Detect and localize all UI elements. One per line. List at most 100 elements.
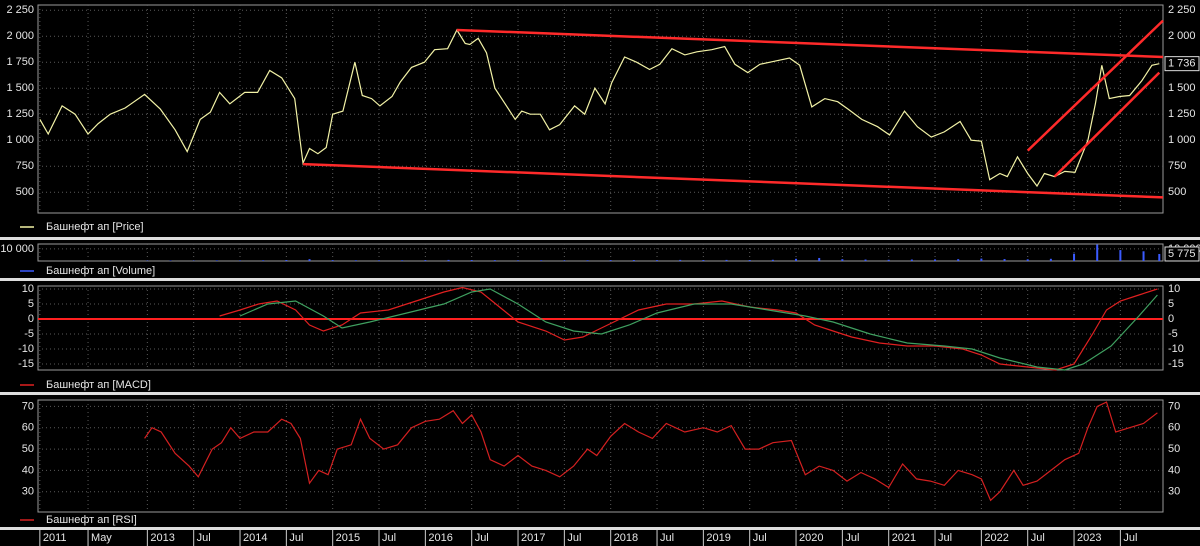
volume-bar — [748, 260, 751, 261]
volume-bar — [887, 259, 890, 261]
volume-bar — [910, 259, 913, 261]
y-tick-label: 60 — [22, 422, 34, 434]
y-tick-label: 10 — [22, 283, 34, 295]
series-line — [239, 288, 1158, 371]
y-tick-label-right: 30 — [1168, 486, 1180, 498]
x-tick-label: Jul — [567, 532, 581, 544]
last-value-box — [1164, 56, 1200, 72]
last-value-box — [1164, 246, 1200, 262]
trend-line — [302, 162, 1164, 199]
x-tick-label: 2011 — [43, 532, 67, 544]
y-tick-label: -15 — [18, 358, 34, 370]
y-tick-label: -5 — [24, 328, 34, 340]
legend-label: Башнефт ап [RSI] — [46, 514, 137, 526]
x-tick-label: 2018 — [614, 532, 638, 544]
y-tick-label: 10 000 — [0, 243, 34, 255]
y-tick-label-right: 5 — [1168, 298, 1174, 310]
volume-bar — [517, 260, 520, 261]
y-tick-label: 50 — [22, 443, 34, 455]
x-tick-label: Jul — [753, 532, 767, 544]
plot-area — [37, 399, 1164, 513]
trend-line — [1026, 19, 1164, 152]
y-tick-label-right: 2 000 — [1168, 30, 1196, 42]
volume-bar — [447, 259, 450, 261]
y-tick-label-right: 1 250 — [1168, 108, 1196, 120]
y-tick-label-right: 40 — [1168, 464, 1180, 476]
volume-bar — [493, 260, 496, 261]
volume-bar — [725, 259, 728, 261]
y-tick-label: 40 — [22, 464, 34, 476]
y-tick-label-right: 500 — [1168, 186, 1186, 198]
volume-bar — [771, 259, 774, 261]
volume-bar — [656, 260, 659, 261]
volume-bar — [424, 260, 427, 261]
x-tick-label: 2021 — [892, 532, 916, 544]
volume-bar — [795, 258, 798, 261]
volume-bar — [1073, 253, 1076, 261]
series-line — [39, 28, 1160, 188]
y-tick-label: 1 750 — [6, 56, 34, 68]
volume-bar — [632, 260, 635, 261]
trend-line — [1053, 71, 1161, 178]
y-tick-label-right: -15 — [1168, 358, 1184, 370]
volume-bar — [285, 260, 288, 261]
x-tick-label: 2017 — [521, 532, 545, 544]
x-tick-label: 2023 — [1077, 532, 1101, 544]
x-tick-label: 2020 — [799, 532, 823, 544]
volume-bar — [702, 260, 705, 261]
volume-bar — [470, 260, 473, 261]
series-line — [219, 286, 1158, 371]
volume-bar — [540, 260, 543, 261]
volume-bar — [609, 260, 612, 261]
x-tick-label: May — [91, 532, 112, 544]
y-tick-label: 30 — [22, 486, 34, 498]
volume-bar — [934, 259, 937, 261]
x-tick-label: Jul — [289, 532, 303, 544]
y-tick-label: 0 — [28, 313, 34, 325]
y-tick-label: 750 — [16, 160, 34, 172]
volume-bar — [331, 260, 334, 261]
legend-label: Башнефт ап [MACD] — [46, 379, 151, 391]
legend-label: Башнефт ап [Price] — [46, 221, 144, 233]
y-tick-label: 2 000 — [6, 30, 34, 42]
volume-bar — [215, 260, 218, 261]
series-line — [144, 401, 1158, 502]
last-value-label: 1 736 — [1168, 58, 1196, 70]
volume-bar — [1096, 244, 1099, 261]
x-tick-label: 2016 — [428, 532, 452, 544]
separator — [0, 527, 1200, 530]
y-tick-label-right: 2 250 — [1168, 4, 1196, 16]
volume-bar — [401, 260, 404, 261]
x-tick-label: Jul — [938, 532, 952, 544]
volume-bar — [378, 260, 381, 261]
x-tick-label: 2022 — [984, 532, 1008, 544]
last-value-label: 5 775 — [1168, 248, 1196, 260]
x-tick-label: Jul — [845, 532, 859, 544]
volume-bar — [818, 257, 821, 261]
volume-bar — [1142, 251, 1145, 261]
y-tick-label-right: 1 000 — [1168, 134, 1196, 146]
volume-bar — [980, 258, 983, 261]
volume-bar — [1158, 253, 1161, 261]
y-tick-label: 70 — [22, 400, 34, 412]
y-tick-label-right: 50 — [1168, 443, 1180, 455]
volume-bar — [1049, 258, 1052, 261]
volume-bar — [1119, 250, 1122, 261]
x-tick-label: 2019 — [706, 532, 730, 544]
x-tick-label: 2014 — [243, 532, 267, 544]
y-tick-label: 1 500 — [6, 82, 34, 94]
plot-area — [37, 4, 1164, 214]
y-tick-label: 1 250 — [6, 108, 34, 120]
x-tick-label: Jul — [382, 532, 396, 544]
x-tick-label: 2013 — [150, 532, 174, 544]
y-tick-label-right: -10 — [1168, 343, 1184, 355]
separator — [0, 237, 1200, 240]
volume-bar — [679, 259, 682, 261]
y-tick-label: 1 000 — [6, 134, 34, 146]
volume-bar — [308, 259, 311, 261]
y-tick-label: -10 — [18, 343, 34, 355]
volume-bar — [1003, 259, 1006, 261]
y-tick-label: 500 — [16, 186, 34, 198]
x-tick-label: Jul — [197, 532, 211, 544]
